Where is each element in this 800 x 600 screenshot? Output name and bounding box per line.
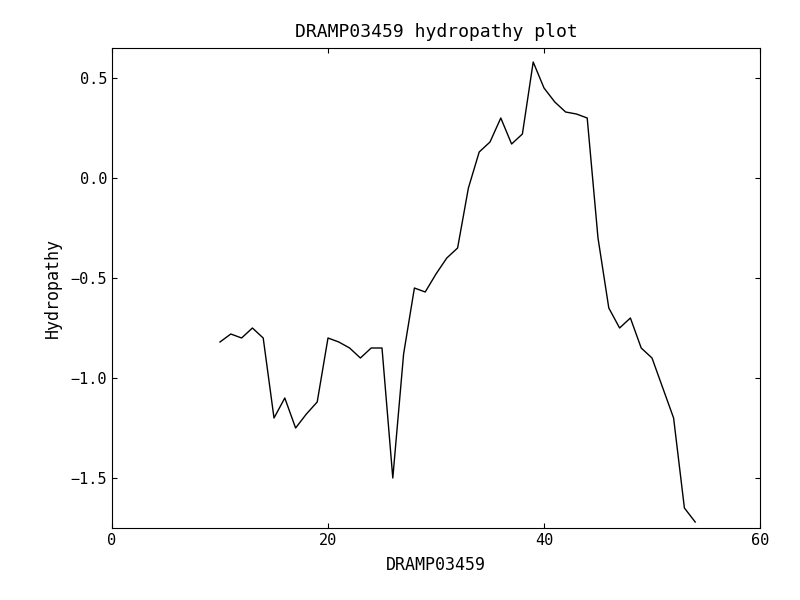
Y-axis label: Hydropathy: Hydropathy (44, 238, 62, 338)
Title: DRAMP03459 hydropathy plot: DRAMP03459 hydropathy plot (294, 23, 578, 41)
X-axis label: DRAMP03459: DRAMP03459 (386, 556, 486, 574)
